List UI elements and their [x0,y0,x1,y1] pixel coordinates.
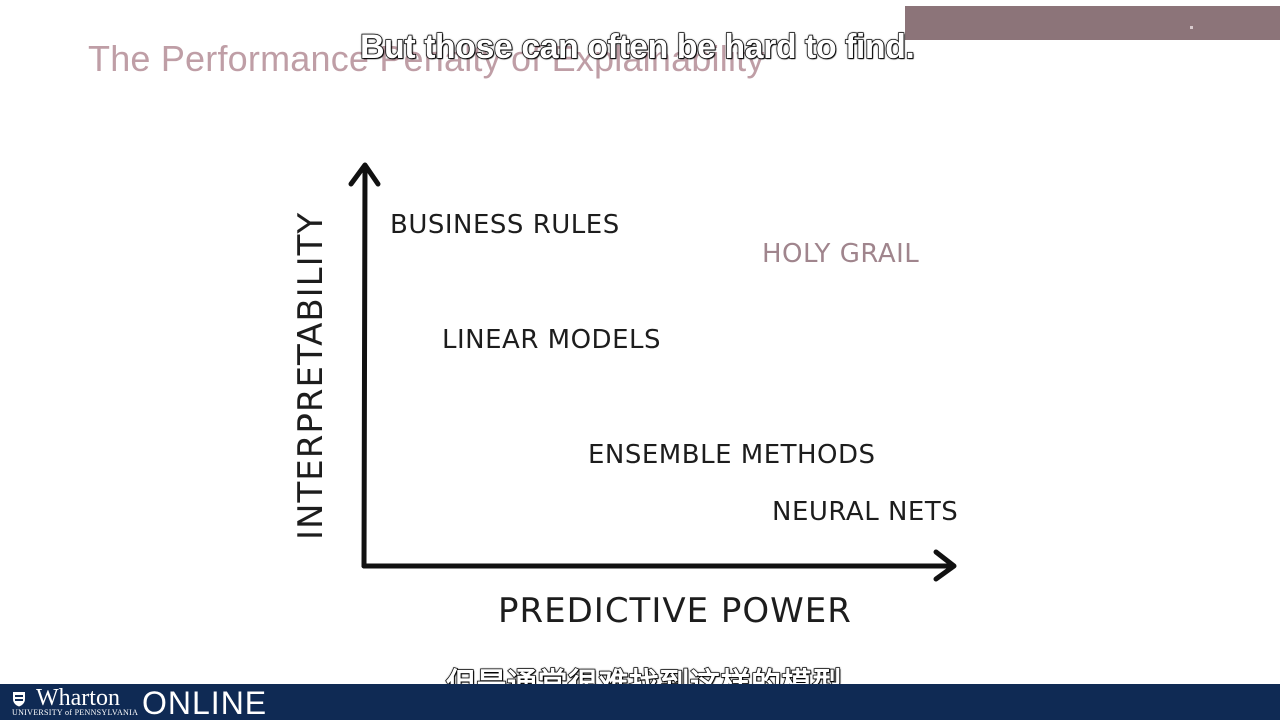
x-axis-label: PREDICTIVE POWER [498,591,852,631]
x-axis-arrowhead [933,549,957,582]
footer-bar: Wharton UNIVERSITY of PENNSYLVANIA ONLIN… [0,684,1280,721]
label-ensemble-methods: ENSEMBLE METHODS [588,440,876,470]
subtitle-english: But those can often be hard to find. [359,27,915,67]
top-banner-dot [1190,26,1193,29]
label-holy-grail: HOLY GRAIL [762,239,919,269]
university-wordmark: UNIVERSITY of PENNSYLVANIA [12,708,139,717]
penn-shield-icon [13,692,25,707]
label-business-rules: BUSINESS RULES [390,210,620,240]
wharton-wordmark: Wharton [36,685,120,711]
label-linear-models: LINEAR MODELS [442,325,661,355]
online-wordmark: ONLINE [142,685,268,721]
slide-title: The Performance Penalty of Explainabilit… [88,38,765,79]
y-axis-line [361,165,368,569]
label-neural-nets: NEURAL NETS [772,497,958,527]
y-axis-label: INTERPRETABILITY [291,212,331,540]
top-banner-bar [905,6,1280,40]
y-axis-arrowhead [348,162,381,187]
